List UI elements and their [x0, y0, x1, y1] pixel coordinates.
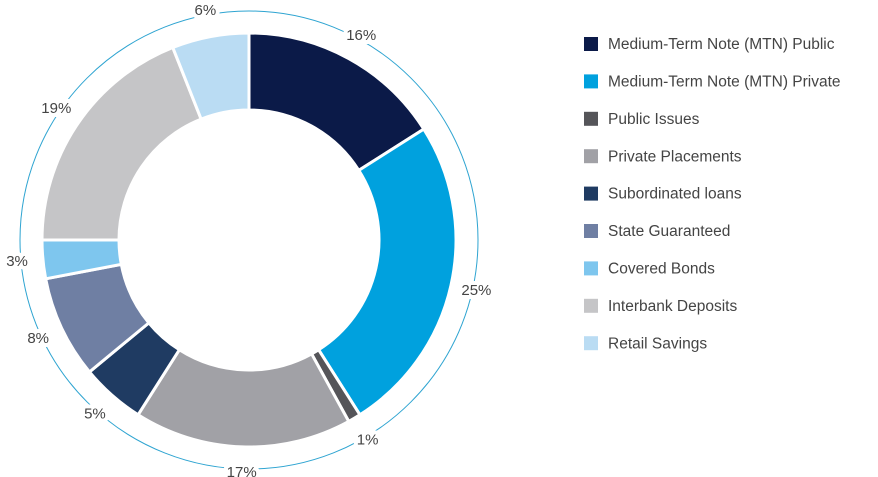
legend-label: Private Placements — [608, 148, 742, 165]
legend-label: Retail Savings — [608, 335, 707, 352]
legend-label: Covered Bonds — [608, 260, 715, 277]
legend-swatch — [584, 74, 598, 89]
outer-ring — [19, 10, 479, 470]
legend-swatch — [584, 298, 598, 313]
legend-swatch — [584, 336, 598, 351]
legend-label: Medium-Term Note (MTN) Private — [608, 73, 841, 90]
legend-swatch — [584, 261, 598, 276]
data-label: 6% — [194, 2, 216, 19]
data-label: 19% — [41, 100, 71, 117]
donut-segment — [40, 45, 204, 242]
data-label: 16% — [346, 27, 376, 44]
legend-swatch — [584, 111, 598, 126]
legend-label: Public Issues — [608, 111, 700, 128]
data-label: 1% — [357, 432, 379, 449]
legend-label: Medium-Term Note (MTN) Public — [608, 36, 835, 53]
legend-swatch — [584, 149, 598, 164]
donut-segment — [170, 31, 251, 122]
legend-swatch — [584, 224, 598, 238]
legend-label: Interbank Deposits — [608, 298, 737, 315]
legend-label: State Guaranteed — [608, 223, 730, 240]
data-label: 5% — [84, 406, 106, 423]
data-label: 25% — [461, 282, 491, 299]
data-label: 8% — [27, 330, 49, 347]
legend-swatch — [584, 37, 598, 51]
data-label: 3% — [6, 253, 28, 270]
legend-label: Subordinated loans — [608, 186, 742, 203]
legend-swatch — [584, 186, 598, 201]
donut-segment — [316, 127, 458, 417]
data-label: 17% — [227, 464, 257, 477]
